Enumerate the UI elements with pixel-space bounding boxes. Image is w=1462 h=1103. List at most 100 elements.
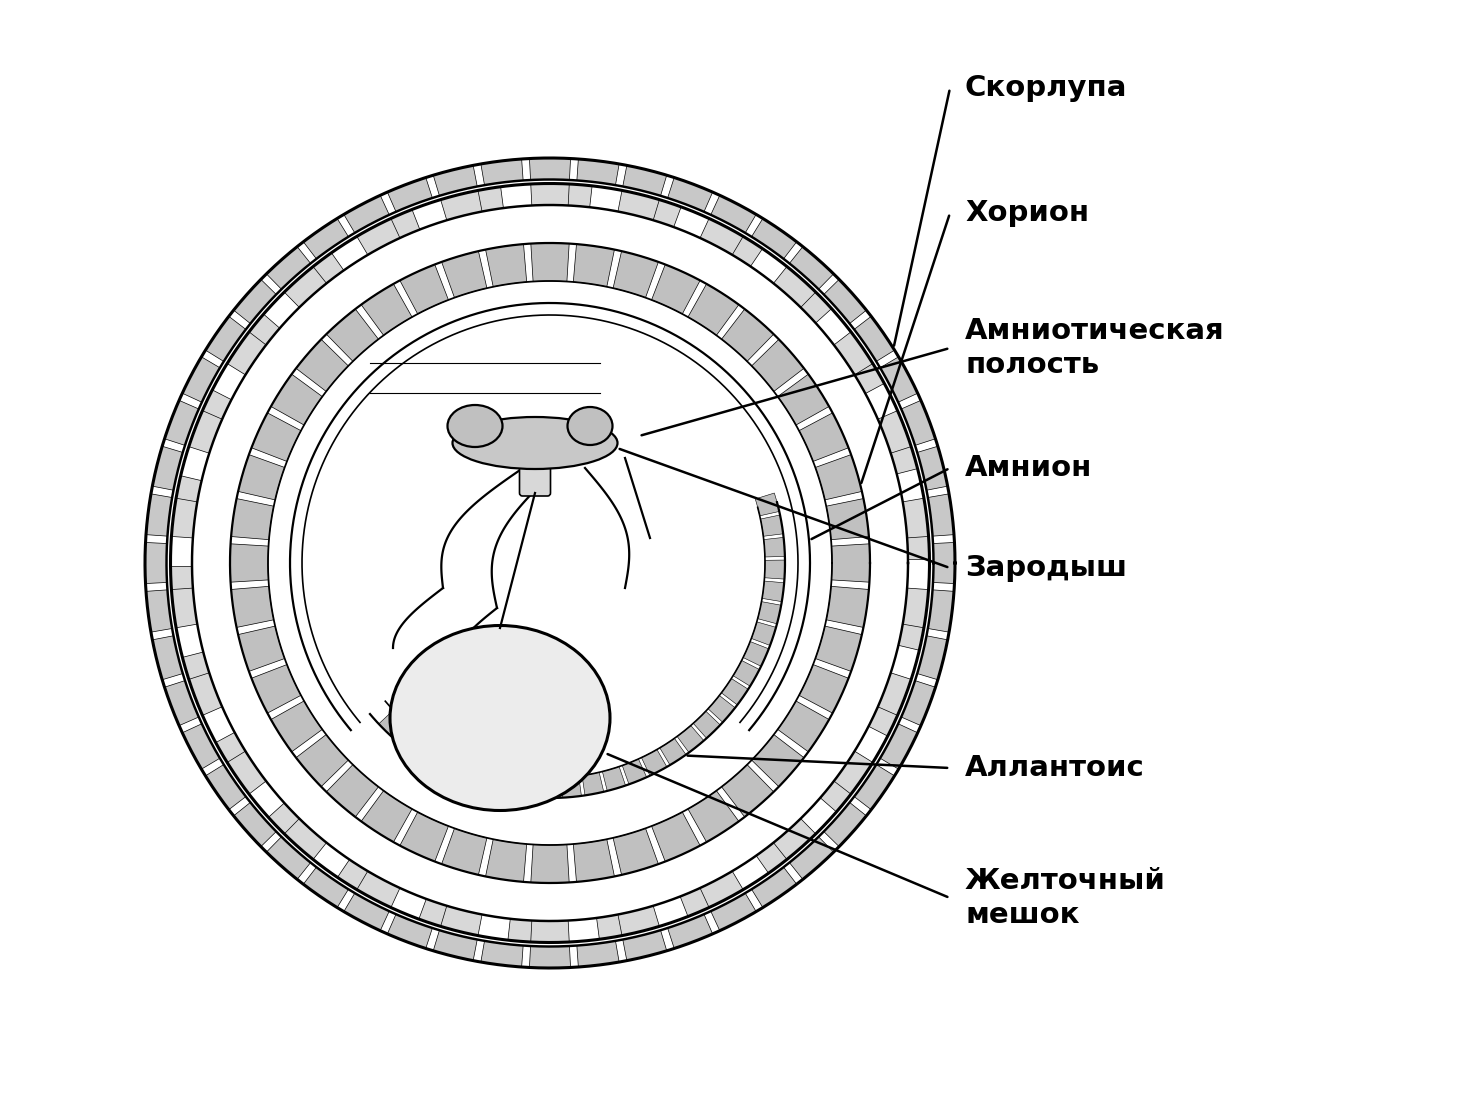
Polygon shape xyxy=(387,178,433,212)
Polygon shape xyxy=(433,930,477,961)
Polygon shape xyxy=(146,494,173,536)
Polygon shape xyxy=(711,893,756,931)
Polygon shape xyxy=(303,867,348,908)
Polygon shape xyxy=(639,195,681,227)
Polygon shape xyxy=(379,710,406,737)
Polygon shape xyxy=(613,251,658,298)
Polygon shape xyxy=(689,791,738,842)
Polygon shape xyxy=(800,665,848,714)
Polygon shape xyxy=(757,601,781,624)
Polygon shape xyxy=(231,499,273,539)
Polygon shape xyxy=(234,279,276,323)
Polygon shape xyxy=(816,627,863,672)
Polygon shape xyxy=(722,764,773,817)
Polygon shape xyxy=(442,828,487,875)
Polygon shape xyxy=(303,218,348,259)
Text: Амнион: Амнион xyxy=(965,454,1092,482)
Polygon shape xyxy=(826,499,868,539)
Polygon shape xyxy=(577,941,618,967)
Polygon shape xyxy=(196,389,231,432)
Ellipse shape xyxy=(453,417,617,469)
Polygon shape xyxy=(412,738,439,764)
Text: Желточный
мешок: Желточный мешок xyxy=(965,867,1165,929)
Text: Аллантоис: Аллантоис xyxy=(965,754,1145,782)
Polygon shape xyxy=(668,914,712,949)
Polygon shape xyxy=(431,749,458,775)
Polygon shape xyxy=(518,775,538,797)
Polygon shape xyxy=(917,635,947,679)
Polygon shape xyxy=(440,191,482,221)
Polygon shape xyxy=(711,195,756,233)
Polygon shape xyxy=(823,279,867,323)
Polygon shape xyxy=(529,158,570,180)
Polygon shape xyxy=(189,673,222,716)
Text: Хорион: Хорион xyxy=(965,199,1089,227)
Polygon shape xyxy=(693,711,721,738)
Polygon shape xyxy=(573,244,614,287)
Polygon shape xyxy=(269,803,310,845)
Polygon shape xyxy=(577,159,618,185)
Polygon shape xyxy=(266,837,310,879)
Polygon shape xyxy=(854,317,895,362)
Polygon shape xyxy=(618,906,659,935)
Polygon shape xyxy=(227,332,266,375)
Polygon shape xyxy=(854,764,895,810)
Polygon shape xyxy=(623,165,667,195)
Polygon shape xyxy=(387,914,433,949)
Polygon shape xyxy=(659,738,686,765)
Polygon shape xyxy=(917,447,947,490)
Polygon shape xyxy=(240,314,279,356)
Polygon shape xyxy=(270,702,322,752)
Polygon shape xyxy=(868,693,904,736)
Polygon shape xyxy=(700,871,743,908)
Polygon shape xyxy=(906,521,930,559)
Polygon shape xyxy=(295,340,348,392)
Polygon shape xyxy=(877,673,911,716)
Polygon shape xyxy=(357,218,401,255)
Polygon shape xyxy=(440,906,482,935)
Polygon shape xyxy=(344,195,389,233)
Polygon shape xyxy=(401,812,449,861)
Polygon shape xyxy=(231,587,273,628)
Polygon shape xyxy=(481,941,523,967)
Polygon shape xyxy=(357,871,401,908)
Polygon shape xyxy=(171,499,197,538)
Polygon shape xyxy=(485,244,526,287)
Polygon shape xyxy=(596,911,637,940)
Polygon shape xyxy=(206,764,246,810)
Polygon shape xyxy=(789,281,832,323)
Polygon shape xyxy=(751,218,797,259)
Polygon shape xyxy=(623,930,667,961)
Polygon shape xyxy=(507,919,547,942)
Polygon shape xyxy=(420,899,461,931)
Polygon shape xyxy=(481,159,523,185)
Polygon shape xyxy=(886,432,918,474)
Polygon shape xyxy=(820,769,860,812)
Polygon shape xyxy=(234,802,276,847)
Text: Амниотическая
полость: Амниотическая полость xyxy=(965,318,1225,378)
Polygon shape xyxy=(251,413,301,461)
Ellipse shape xyxy=(447,405,503,447)
Polygon shape xyxy=(668,178,712,212)
Polygon shape xyxy=(251,665,301,714)
Polygon shape xyxy=(689,283,738,335)
Polygon shape xyxy=(183,724,219,769)
Polygon shape xyxy=(494,772,516,795)
Polygon shape xyxy=(732,661,759,686)
Polygon shape xyxy=(763,537,785,557)
Polygon shape xyxy=(189,410,222,453)
Polygon shape xyxy=(326,764,379,817)
Polygon shape xyxy=(722,309,773,362)
Polygon shape xyxy=(165,400,199,446)
Polygon shape xyxy=(573,839,614,882)
Polygon shape xyxy=(433,165,477,195)
Polygon shape xyxy=(266,247,310,289)
Polygon shape xyxy=(230,544,269,582)
Polygon shape xyxy=(642,750,667,775)
Polygon shape xyxy=(529,946,570,968)
Polygon shape xyxy=(183,357,219,403)
Polygon shape xyxy=(901,400,936,446)
Polygon shape xyxy=(623,759,646,784)
Polygon shape xyxy=(760,515,784,536)
Polygon shape xyxy=(531,183,569,205)
